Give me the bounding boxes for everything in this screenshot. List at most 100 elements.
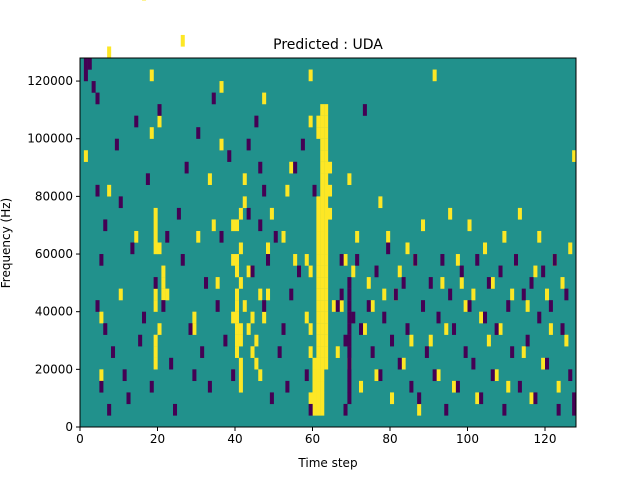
high-value-cell: [320, 127, 325, 139]
high-value-cell: [320, 288, 325, 301]
high-value-cell: [355, 230, 360, 243]
high-value-cell: [308, 392, 313, 405]
low-value-cell: [114, 138, 119, 151]
low-value-cell: [347, 334, 352, 347]
low-value-cell: [95, 92, 100, 105]
x-axis: 0 20 40 60 80 100 120: [76, 427, 556, 446]
y-tick-label: 120000: [27, 74, 73, 88]
high-value-cell: [308, 69, 313, 82]
x-tick-label: 60: [305, 432, 320, 446]
low-value-cell: [347, 311, 352, 324]
low-value-cell: [339, 254, 344, 266]
high-value-cell: [262, 311, 267, 324]
high-value-cell: [316, 207, 321, 220]
high-value-cell: [316, 323, 321, 335]
high-value-cell: [324, 300, 329, 312]
low-value-cell: [138, 334, 143, 347]
high-value-cell: [324, 323, 329, 335]
high-value-cell: [238, 277, 243, 289]
high-value-cell: [324, 150, 329, 162]
low-value-cell: [517, 380, 522, 393]
high-value-cell: [165, 288, 170, 301]
low-value-cell: [246, 138, 251, 151]
low-value-cell: [413, 254, 418, 266]
low-value-cell: [444, 403, 449, 416]
low-value-cell: [359, 323, 364, 335]
high-value-cell: [316, 300, 321, 312]
low-value-cell: [452, 323, 457, 335]
high-value-cell: [312, 403, 317, 416]
low-value-cell: [103, 219, 108, 232]
low-value-cell: [483, 311, 488, 324]
high-value-cell: [250, 311, 255, 324]
low-value-cell: [285, 380, 290, 393]
low-value-cell: [525, 334, 530, 347]
high-value-cell: [467, 219, 472, 232]
high-value-cell: [316, 277, 321, 289]
high-value-cell: [320, 311, 325, 324]
low-value-cell: [95, 300, 100, 312]
high-value-cell: [320, 380, 325, 393]
low-value-cell: [277, 346, 282, 358]
high-value-cell: [320, 115, 325, 128]
low-value-cell: [246, 207, 251, 220]
high-value-cell: [320, 323, 325, 335]
high-value-cell: [351, 265, 356, 278]
high-value-cell: [444, 323, 449, 335]
y-tick-label: 60000: [35, 247, 73, 261]
high-value-cell: [324, 138, 329, 151]
high-value-cell: [506, 380, 511, 393]
high-value-cell: [235, 265, 240, 278]
high-value-cell: [161, 265, 166, 278]
high-value-cell: [316, 311, 321, 324]
high-value-cell: [320, 265, 325, 278]
low-value-cell: [347, 346, 352, 358]
low-value-cell: [173, 403, 178, 416]
low-value-cell: [215, 300, 220, 312]
low-value-cell: [204, 277, 209, 289]
high-value-cell: [238, 380, 243, 393]
low-value-cell: [498, 265, 503, 278]
high-value-cell: [316, 265, 321, 278]
low-value-cell: [196, 127, 201, 139]
low-value-cell: [572, 403, 577, 416]
high-value-cell: [347, 173, 352, 185]
high-value-cell: [498, 323, 503, 335]
high-value-cell: [320, 196, 325, 209]
low-value-cell: [428, 277, 433, 289]
high-value-cell: [560, 277, 565, 289]
high-value-cell: [320, 230, 325, 243]
high-value-cell: [320, 184, 325, 197]
high-value-cell: [548, 323, 553, 335]
high-value-cell: [99, 311, 104, 324]
high-value-cell: [320, 173, 325, 185]
high-value-cell: [432, 69, 437, 82]
low-value-cell: [467, 300, 472, 312]
high-value-cell: [316, 254, 321, 266]
high-value-cell: [320, 357, 325, 370]
low-value-cell: [304, 369, 309, 382]
high-value-cell: [231, 311, 236, 324]
high-value-cell: [502, 230, 507, 243]
low-value-cell: [335, 300, 340, 312]
low-value-cell: [355, 254, 360, 266]
high-value-cell: [153, 346, 158, 358]
high-value-cell: [335, 346, 340, 358]
high-value-cell: [312, 369, 317, 382]
high-value-cell: [366, 277, 371, 289]
high-value-cell: [153, 300, 158, 312]
low-value-cell: [471, 357, 476, 370]
low-value-cell: [568, 369, 573, 382]
high-value-cell: [409, 334, 414, 347]
high-value-cell: [320, 300, 325, 312]
y-tick-label: 80000: [35, 189, 73, 203]
high-value-cell: [324, 173, 329, 185]
high-value-cell: [157, 242, 162, 255]
low-value-cell: [440, 254, 445, 266]
low-value-cell: [390, 334, 395, 347]
high-value-cell: [397, 265, 402, 278]
chart-title: Predicted : UDA: [273, 37, 383, 53]
high-value-cell: [459, 277, 464, 289]
high-value-cell: [149, 127, 154, 139]
low-value-cell: [219, 230, 224, 243]
